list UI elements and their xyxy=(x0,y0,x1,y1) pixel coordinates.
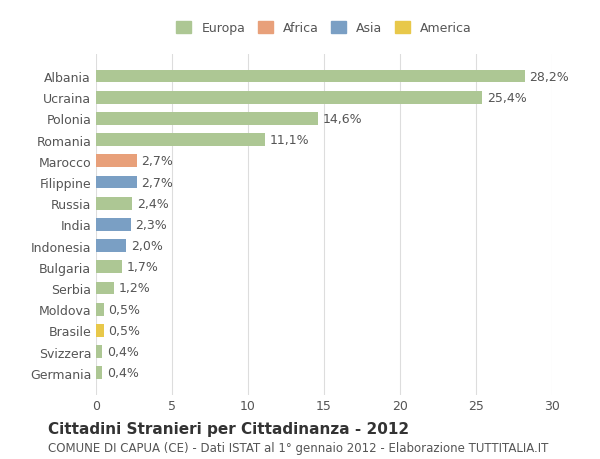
Text: 2,7%: 2,7% xyxy=(142,155,173,168)
Text: 1,7%: 1,7% xyxy=(127,261,158,274)
Text: 28,2%: 28,2% xyxy=(529,70,569,84)
Text: 1,2%: 1,2% xyxy=(119,282,151,295)
Text: 2,4%: 2,4% xyxy=(137,197,169,210)
Text: 0,5%: 0,5% xyxy=(108,303,140,316)
Legend: Europa, Africa, Asia, America: Europa, Africa, Asia, America xyxy=(172,17,476,40)
Bar xyxy=(96,134,265,147)
Text: COMUNE DI CAPUA (CE) - Dati ISTAT al 1° gennaio 2012 - Elaborazione TUTTITALIA.I: COMUNE DI CAPUA (CE) - Dati ISTAT al 1° … xyxy=(48,442,548,454)
Bar xyxy=(96,325,104,337)
Text: 14,6%: 14,6% xyxy=(322,112,362,126)
Bar xyxy=(96,282,114,295)
Bar xyxy=(96,92,482,104)
Bar xyxy=(96,261,122,274)
Bar xyxy=(96,303,104,316)
Bar xyxy=(96,176,137,189)
Bar xyxy=(96,240,127,252)
Text: 25,4%: 25,4% xyxy=(487,91,526,105)
Text: 11,1%: 11,1% xyxy=(269,134,309,147)
Bar xyxy=(96,197,133,210)
Text: 2,3%: 2,3% xyxy=(136,218,167,231)
Text: 0,5%: 0,5% xyxy=(108,324,140,337)
Bar xyxy=(96,218,131,231)
Text: Cittadini Stranieri per Cittadinanza - 2012: Cittadini Stranieri per Cittadinanza - 2… xyxy=(48,421,409,436)
Bar xyxy=(96,155,137,168)
Text: 0,4%: 0,4% xyxy=(107,345,139,358)
Text: 0,4%: 0,4% xyxy=(107,366,139,380)
Text: 2,7%: 2,7% xyxy=(142,176,173,189)
Bar xyxy=(96,346,102,358)
Bar xyxy=(96,367,102,379)
Bar xyxy=(96,113,318,125)
Bar xyxy=(96,71,524,83)
Text: 2,0%: 2,0% xyxy=(131,240,163,252)
